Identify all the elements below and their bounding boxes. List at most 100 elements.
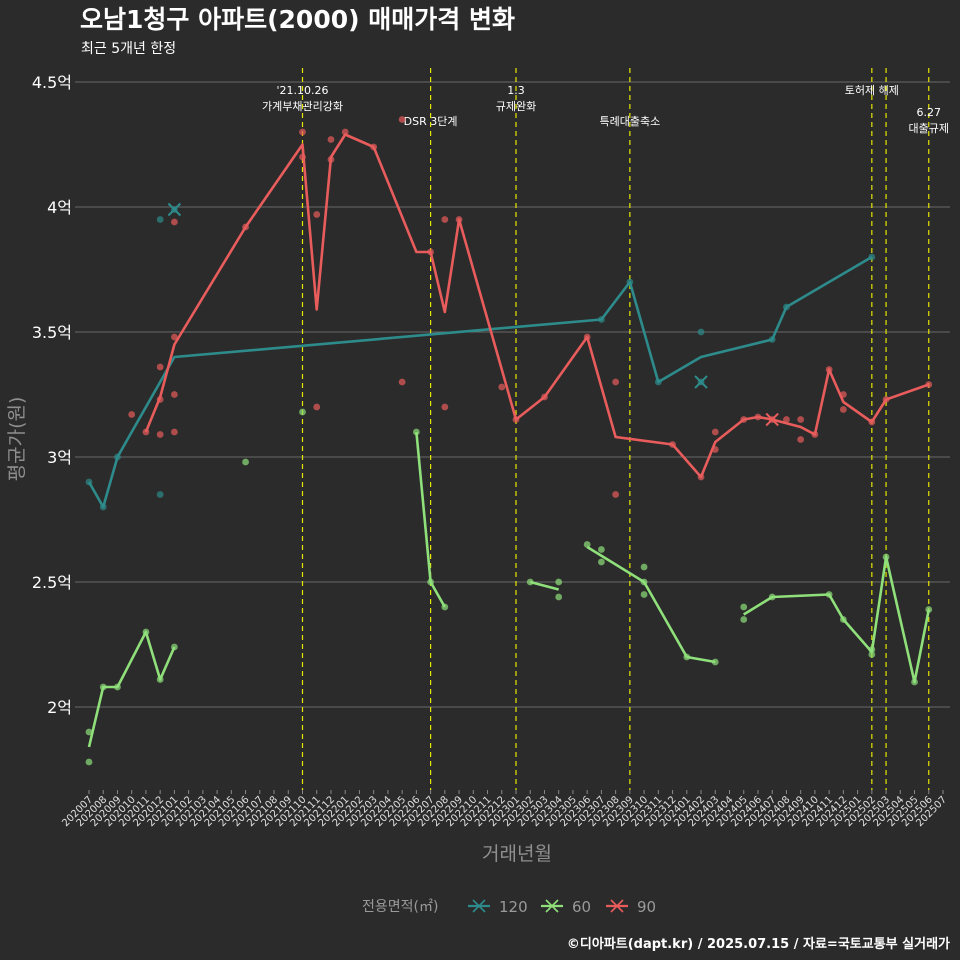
data-point-90 [455,216,463,223]
data-point-90 [882,396,890,403]
legend-label-120: 120 [499,898,528,916]
data-point-90 [583,333,591,341]
data-point-90 [839,391,847,398]
data-point-60 [868,646,876,653]
grid-lines [75,81,950,708]
event-label: 6.27 [917,106,942,119]
data-point-60 [85,758,93,766]
data-point-60 [85,728,93,736]
data-point-90 [612,378,620,386]
data-point-60 [412,428,420,436]
data-point-90 [925,381,933,388]
data-point-120 [156,216,164,223]
data-point-60 [427,578,434,586]
series-layer [85,116,933,766]
data-point-90 [541,393,548,401]
data-point-60 [640,591,648,598]
legend-cross-icon [472,899,486,913]
data-point-60 [99,683,107,691]
series-line-60 [87,630,176,748]
data-point-90 [398,116,406,123]
data-point-90 [711,428,719,436]
data-point-120 [697,328,705,336]
event-label: '21.10.26 [276,84,328,97]
data-point-90 [171,333,178,341]
data-point-60 [683,653,691,661]
data-point-60 [598,546,605,553]
data-point-90 [740,416,748,423]
data-point-90 [512,416,520,423]
data-point-90 [242,223,249,231]
data-point-60 [526,578,534,586]
data-point-90 [441,216,449,223]
data-point-90 [156,396,164,403]
data-point-90 [498,383,506,391]
series-line-60 [529,580,560,591]
data-point-60 [882,553,890,561]
data-point-90 [398,378,406,386]
data-point-90 [825,366,833,373]
legend-title: 전용면적(㎡) [362,899,438,915]
data-point-90 [299,128,306,136]
event-label: 가계부채관리강화 [262,100,343,113]
data-point-90 [156,431,164,438]
data-point-90 [711,446,719,453]
data-point-90 [327,156,335,163]
data-point-60 [441,603,449,611]
data-point-90 [754,413,762,421]
data-point-90 [313,403,321,411]
data-point-60 [868,651,876,658]
data-point-90 [171,391,178,398]
data-point-90 [142,428,150,436]
data-point-90 [669,441,676,448]
data-point-120 [99,503,107,511]
legend-cross-icon [610,899,624,913]
data-point-90 [697,473,705,481]
data-point-90 [811,431,819,438]
data-point-90 [171,218,178,226]
data-point-60 [142,628,150,636]
data-point-90 [313,211,321,218]
data-point-60 [640,563,648,571]
data-point-90 [797,416,805,423]
chart-title: 오남1청구 아파트(2000) 매매가격 변화 [80,5,515,34]
y-tick-label: 3억 [47,448,72,467]
y-tick-label: 2억 [47,698,72,717]
data-point-60 [740,603,748,611]
data-point-60 [911,678,918,686]
y-axis: 2억 2.5억 3억 3.5억 4억 4.5억 [32,73,72,717]
y-tick-label: 2.5억 [32,573,72,592]
marked-point-120 [167,202,182,217]
data-point-90 [839,406,847,413]
data-point-90 [156,363,164,371]
series-line-60 [743,555,931,684]
data-point-60 [114,683,121,691]
data-point-90 [868,418,876,426]
data-point-60 [299,408,306,416]
event-label: 대출규제 [909,122,949,135]
event-label: DSR 3단계 [404,115,458,128]
data-point-60 [598,558,605,566]
event-label: 규제완화 [496,100,536,113]
data-point-90 [441,403,449,411]
data-point-60 [839,616,847,623]
data-point-90 [783,416,790,423]
data-point-90 [427,248,434,256]
data-point-60 [825,591,833,598]
series-line-60 [586,545,716,664]
data-point-120 [868,253,876,261]
y-tick-label: 3.5억 [32,323,72,342]
data-point-120 [85,478,93,486]
x-axis: 2020072020082020092020102020112020122021… [60,790,949,829]
data-point-120 [654,378,662,386]
data-point-120 [156,491,164,498]
data-point-60 [171,643,178,651]
data-point-120 [598,316,605,323]
source-caption: ©디아파트(dapt.kr) / 2025.07.15 / 자료=국토교통부 실… [567,936,950,952]
data-point-60 [925,606,933,613]
event-label: 특례대출축소 [599,115,660,128]
data-point-90 [797,436,805,443]
